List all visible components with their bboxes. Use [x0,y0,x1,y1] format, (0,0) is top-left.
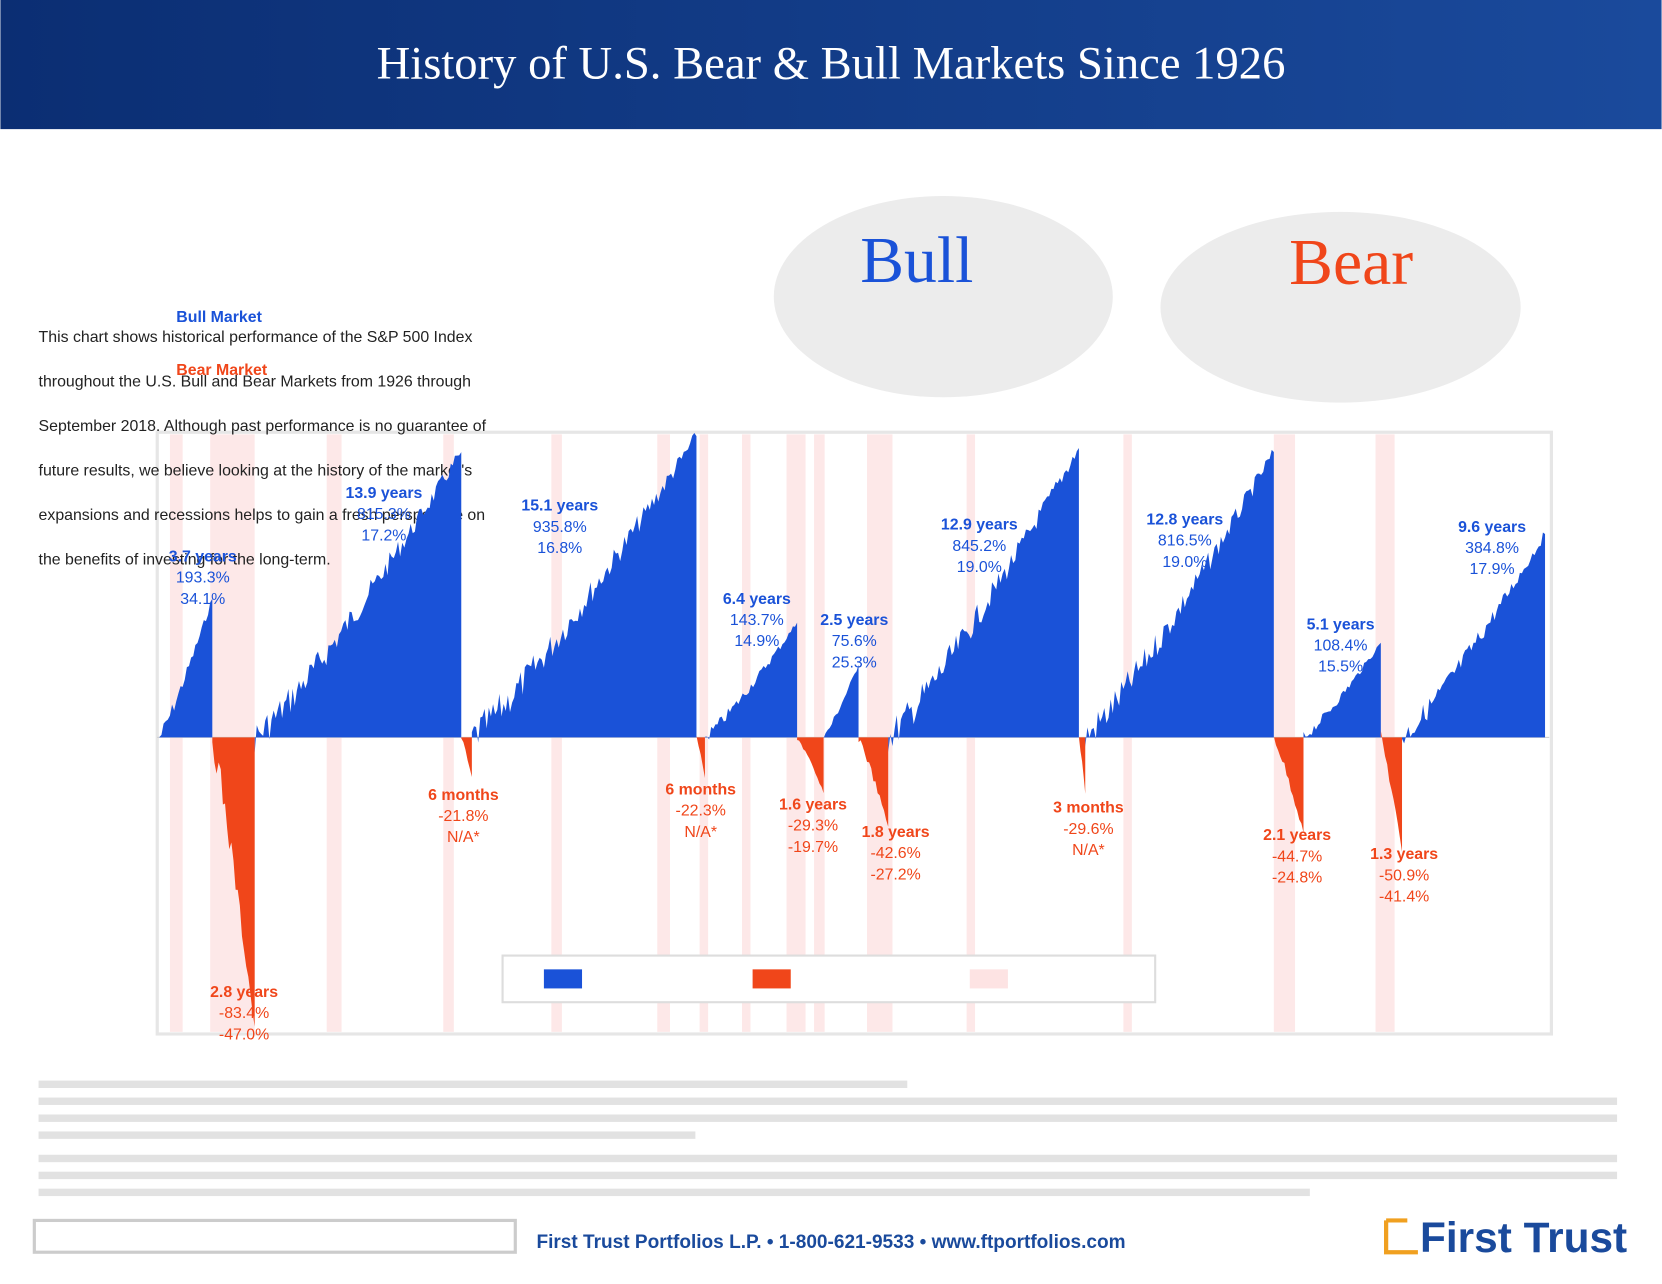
logo-bracket [1384,1218,1418,1255]
bear-word: Bear [1289,226,1413,299]
market-area [1380,730,1403,852]
bear-heading: Bear Market [176,362,268,379]
plot-frame [155,430,1553,1036]
bull-silhouette [773,195,1113,398]
cumulative-label: 143.7% [730,612,784,629]
annualized-label: 17.2% [361,527,406,544]
duration-label: 1.3 years [1370,846,1438,863]
cumulative-label: -29.3% [788,818,838,835]
market-area [212,737,255,1027]
recession-band [1273,434,1296,1032]
intro-line: expansions and recessions helps to gain … [39,507,486,524]
cumulative-label: 845.2% [952,538,1006,555]
duration-label: 12.8 years [1146,511,1223,528]
cumulative-label: 75.6% [832,633,877,650]
annualized-label: N/A* [447,829,480,846]
duration-label: 9.6 years [1458,519,1526,536]
cumulative-label: 193.3% [176,570,230,587]
intro-line: September 2018. Although past performanc… [39,418,487,435]
market-area [704,622,798,740]
header-band [0,0,1662,130]
fine-print [38,1080,1618,1197]
duration-label: 2.8 years [210,984,278,1001]
duration-label: 1.8 years [862,824,930,841]
intro-line: the benefits of investing for the long-t… [39,552,331,569]
footer-logo: First Trust [1420,1214,1627,1261]
duration-label: 6 months [665,782,736,799]
market-area [858,737,889,827]
legend-swatch-bull [543,969,583,989]
annualized-label: 15.5% [1318,659,1363,676]
cumulative-label: -50.9% [1379,867,1429,884]
bull-heading: Bull Market [176,309,262,326]
annualized-label: 34.1% [180,591,225,608]
recession-band [867,434,893,1032]
market-area [1303,642,1381,738]
market-area [823,664,859,739]
intro-line: This chart shows historical performance … [39,329,473,346]
duration-label: 3.7 years [169,548,237,565]
annualized-label: N/A* [684,824,717,841]
market-area [696,735,705,779]
annualized-label: -19.7% [788,839,838,856]
disclosure-box [32,1218,517,1254]
cumulative-label: -83.4% [219,1005,269,1022]
annualized-label: 16.8% [537,540,582,557]
cumulative-label: -42.6% [870,845,920,862]
annualized-label: -27.2% [870,866,920,883]
market-area [461,737,472,777]
duration-label: 1.6 years [779,796,847,813]
intro-line: throughout the U.S. Bull and Bear Market… [39,374,471,391]
market-area [1085,449,1274,747]
bear-silhouette [1160,211,1521,403]
legend-swatch-recession [969,969,1008,989]
cumulative-label: -29.6% [1063,821,1113,838]
annualized-label: N/A* [1072,842,1105,859]
footer-contact: First Trust Portfolios L.P. • 1-800-621-… [536,1232,1125,1253]
market-area [888,448,1079,753]
cumulative-label: 108.4% [1314,637,1368,654]
market-area [159,598,213,738]
cumulative-label: 815.3% [357,506,411,523]
market-area [1273,736,1304,833]
intro-line: future results, we believe looking at th… [39,463,473,480]
duration-label: 2.5 years [820,612,888,629]
duration-label: 15.1 years [521,498,598,515]
duration-label: 6.4 years [723,591,791,608]
cumulative-label: 384.8% [1465,540,1519,557]
market-area [254,452,462,753]
bull-word: Bull [860,224,973,297]
annualized-label: -24.8% [1272,869,1322,886]
duration-label: 6 months [428,787,499,804]
chart-title: History of U.S. Bear & Bull Markets Sinc… [377,37,1286,89]
annualized-label: 19.0% [1162,554,1207,571]
duration-label: 3 months [1053,800,1124,817]
market-area [1402,532,1546,744]
duration-label: 5.1 years [1307,616,1375,633]
annualized-label: 25.3% [832,654,877,671]
recession-band [814,434,825,1032]
legend-swatch-bear [752,969,791,989]
annualized-label: 19.0% [957,559,1002,576]
annualized-label: -41.4% [1379,889,1429,906]
market-area [471,432,697,743]
duration-label: 13.9 years [346,485,423,502]
cumulative-label: 816.5% [1158,533,1212,550]
annualized-label: -47.0% [219,1026,269,1043]
annualized-label: 17.9% [1470,561,1515,578]
cumulative-label: -22.3% [676,803,726,820]
cumulative-label: -44.7% [1272,848,1322,865]
recession-band [1375,434,1395,1032]
cumulative-label: -21.8% [438,808,488,825]
duration-label: 2.1 years [1263,827,1331,844]
cumulative-label: 935.8% [533,519,587,536]
annualized-label: 14.9% [734,633,779,650]
legend-box [501,954,1157,1004]
duration-label: 12.9 years [941,517,1018,534]
recession-band [699,434,709,1032]
market-area [1078,736,1086,794]
market-area [797,737,824,794]
